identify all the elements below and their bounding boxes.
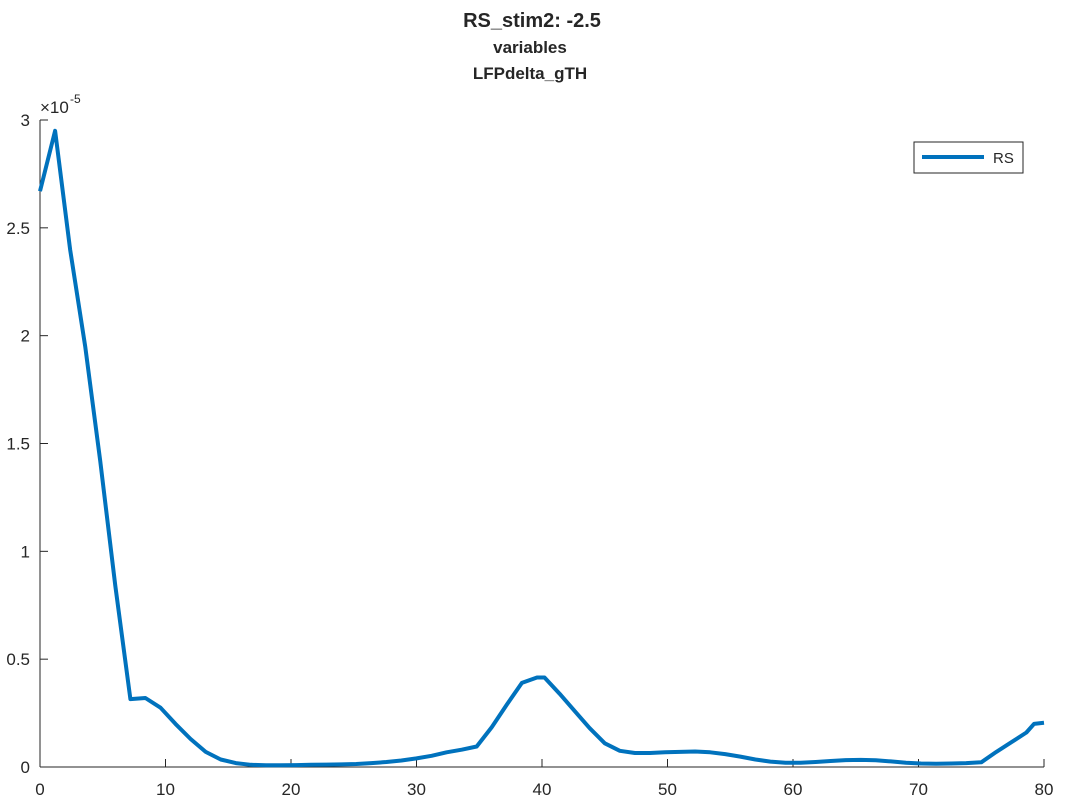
plot-axes: 0 10 20 30 40 50 60 70 80 0 0.5 1 1.5 2 2.5 3 [6,111,1053,799]
y-tick-label: 0.5 [6,650,30,669]
x-tick-label: 20 [282,780,301,799]
y-tick-label: 0 [21,758,30,777]
y-exponent-prefix: ×10 [40,98,69,117]
legend-label-rs: RS [993,150,1014,167]
x-tick-label: 10 [156,780,175,799]
x-tick-label: 50 [658,780,677,799]
y-exponent-power: -5 [70,92,81,106]
y-tick-label: 2.5 [6,219,30,238]
chart-subtitle-line-1: variables [493,38,567,57]
x-tick-label: 0 [35,780,44,799]
y-axis-exponent: ×10 -5 [40,92,81,117]
x-tick-label: 80 [1035,780,1054,799]
series-layer [38,128,1045,768]
x-tick-label: 60 [784,780,803,799]
legend: RS [913,141,1024,174]
x-tick-label: 70 [909,780,928,799]
chart-title: RS_stim2: -2.5 [463,10,601,32]
x-tick-label: 40 [533,780,552,799]
y-tick-label: 2 [21,327,30,346]
y-tick-label: 1.5 [6,435,30,454]
y-tick-label: 3 [21,111,30,130]
series-line-rs [38,128,1045,768]
chart-subtitle-line-2: LFPdelta_gTH [473,64,587,83]
x-tick-label: 30 [407,780,426,799]
y-tick-label: 1 [21,542,30,561]
y-tick-group: 0 0.5 1 1.5 2 2.5 3 [6,111,48,777]
